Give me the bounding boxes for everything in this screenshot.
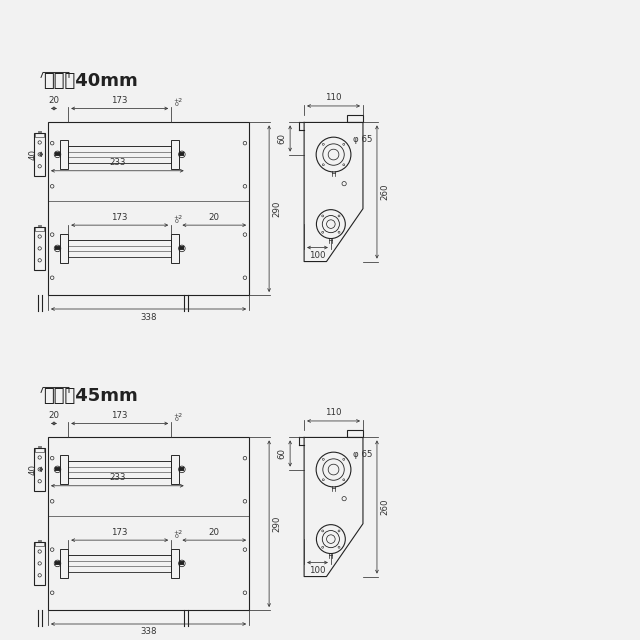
Bar — [35, 448, 45, 491]
Bar — [48, 438, 249, 610]
Text: 260: 260 — [380, 184, 390, 200]
Bar — [68, 555, 171, 572]
Bar — [35, 542, 44, 546]
Bar — [68, 461, 171, 477]
Text: φ 65: φ 65 — [353, 135, 372, 144]
Bar — [60, 140, 68, 169]
Bar — [35, 227, 44, 231]
Bar — [171, 455, 179, 484]
Text: 0: 0 — [173, 219, 179, 223]
Text: φ 65: φ 65 — [353, 450, 372, 459]
Bar — [171, 140, 179, 169]
Text: 100: 100 — [309, 251, 326, 260]
Bar — [38, 445, 41, 447]
Text: 173: 173 — [111, 527, 128, 536]
Text: 60: 60 — [278, 448, 287, 459]
Text: 233: 233 — [109, 158, 125, 167]
Bar — [171, 234, 179, 262]
Bar — [60, 234, 68, 262]
Text: 338: 338 — [140, 312, 157, 321]
Text: 110: 110 — [325, 408, 342, 417]
Bar — [347, 430, 363, 438]
Text: 0: 0 — [173, 102, 179, 107]
Bar — [35, 133, 45, 176]
Bar — [60, 455, 68, 484]
Bar — [48, 122, 249, 295]
Text: 173: 173 — [111, 96, 128, 105]
Bar — [60, 549, 68, 578]
Text: 173: 173 — [111, 411, 128, 420]
Bar — [171, 549, 179, 578]
Text: 233: 233 — [109, 473, 125, 483]
Text: +2: +2 — [173, 413, 182, 418]
Text: 0: 0 — [173, 534, 179, 539]
Bar — [68, 146, 171, 163]
Text: +2: +2 — [173, 98, 182, 103]
Bar — [35, 542, 45, 585]
Text: 290: 290 — [273, 200, 282, 217]
Bar — [38, 540, 41, 541]
Text: 173: 173 — [111, 212, 128, 221]
Text: +2: +2 — [173, 214, 182, 220]
Bar — [38, 225, 41, 226]
Bar — [35, 133, 44, 137]
Text: 20: 20 — [49, 96, 60, 105]
Text: 100: 100 — [309, 566, 326, 575]
Text: 290: 290 — [273, 516, 282, 532]
Bar — [68, 240, 171, 257]
Text: 260: 260 — [380, 499, 390, 515]
Text: 338: 338 — [140, 627, 157, 637]
Text: ピン彄40mm: ピン彄40mm — [43, 72, 138, 90]
Text: 40: 40 — [29, 464, 38, 475]
Text: ピン彄45mm: ピン彄45mm — [43, 387, 138, 406]
Text: +2: +2 — [173, 530, 182, 534]
Text: 110: 110 — [325, 93, 342, 102]
Text: 40: 40 — [29, 149, 38, 160]
Bar — [35, 448, 44, 452]
Text: 20: 20 — [209, 212, 220, 221]
Bar — [38, 131, 41, 132]
Text: 20: 20 — [209, 527, 220, 536]
Text: 20: 20 — [49, 411, 60, 420]
Bar — [347, 115, 363, 122]
Bar — [35, 227, 45, 270]
Text: 60: 60 — [278, 133, 287, 144]
Text: 0: 0 — [173, 417, 179, 422]
